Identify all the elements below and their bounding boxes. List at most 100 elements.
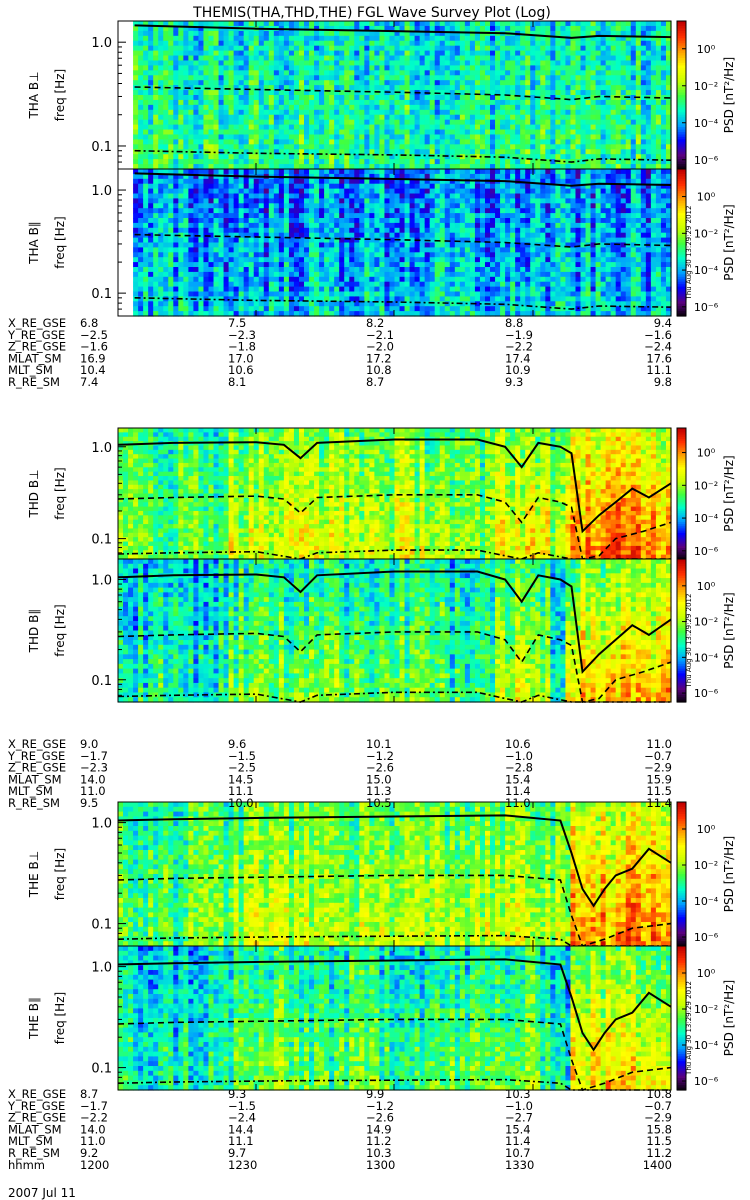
spectrogram-cell	[631, 130, 637, 136]
spectrogram-cell	[440, 70, 446, 76]
spectrogram-cell	[505, 46, 511, 52]
spectrogram-cell	[374, 120, 380, 126]
spectrogram-cell	[224, 110, 230, 116]
spectrogram-cell	[389, 194, 395, 200]
spectrogram-cell	[425, 115, 431, 121]
spectrogram-cell	[168, 194, 174, 200]
spectrogram-cell	[596, 46, 602, 52]
spectrogram-cell	[591, 95, 597, 101]
spectrogram-cell	[304, 110, 310, 116]
spectrogram-cell	[319, 46, 325, 52]
spectrogram-cell	[198, 179, 204, 185]
spectrogram-cell	[410, 267, 416, 273]
spectrogram-cell	[259, 287, 265, 293]
spectrogram-cell	[294, 159, 300, 165]
spectrogram-cell	[294, 198, 300, 204]
spectrogram-cell	[354, 262, 360, 268]
spectrogram-cell	[410, 95, 416, 101]
spectrogram-cell	[163, 65, 169, 71]
spectrogram-cell	[279, 46, 285, 52]
spectrogram-cell	[269, 31, 275, 37]
spectrogram-cell	[510, 149, 516, 155]
spectrogram-cell	[616, 100, 622, 106]
spectrogram-cell	[284, 46, 290, 52]
spectrogram-cell	[234, 31, 240, 37]
spectrogram-cell	[284, 41, 290, 47]
spectrogram-cell	[450, 120, 456, 126]
spectrogram-cell	[188, 31, 194, 37]
spectrogram-cell	[294, 115, 300, 121]
spectrogram-cell	[374, 218, 380, 224]
spectrogram-cell	[405, 233, 411, 239]
spectrogram-cell	[495, 110, 501, 116]
spectrogram-cell	[229, 56, 235, 62]
spectrogram-cell	[581, 105, 587, 111]
spectrogram-cell	[395, 262, 401, 268]
spectrogram-cell	[198, 262, 204, 268]
spectrogram-cell	[309, 247, 315, 253]
spectrogram-cell	[269, 208, 275, 214]
spectrogram-cell	[374, 208, 380, 214]
spectrogram-cell	[294, 110, 300, 116]
spectrogram-cell	[560, 21, 566, 27]
spectrogram-cell	[601, 65, 607, 71]
spectrogram-cell	[214, 139, 220, 145]
spectrogram-cell	[586, 125, 592, 131]
spectrogram-cell	[344, 60, 350, 66]
spectrogram-cell	[606, 139, 612, 145]
spectrogram-cell	[319, 130, 325, 136]
spectrogram-cell	[269, 243, 275, 249]
spectrogram-cell	[314, 228, 320, 234]
spectrogram-cell	[309, 56, 315, 62]
spectrogram-cell	[465, 144, 471, 150]
spectrogram-cell	[259, 75, 265, 81]
spectrogram-cell	[309, 70, 315, 76]
spectrogram-cell	[400, 21, 406, 27]
spectrogram-cell	[249, 277, 255, 283]
spectrogram-cell	[495, 46, 501, 52]
spectrogram-cell	[364, 203, 370, 209]
spectrogram-cell	[269, 120, 275, 126]
spectrogram-cell	[364, 105, 370, 111]
spectrogram-cell	[505, 85, 511, 91]
spectrogram-cell	[264, 115, 270, 121]
spectrogram-cell	[400, 203, 406, 209]
spectrogram-cell	[364, 218, 370, 224]
spectrogram-cell	[259, 60, 265, 66]
spectrogram-cell	[229, 154, 235, 160]
spectrogram-cell	[374, 144, 380, 150]
spectrogram-cell	[289, 110, 295, 116]
spectrogram-cell	[344, 120, 350, 126]
spectrogram-cell	[319, 36, 325, 42]
spectrogram-cell	[163, 213, 169, 219]
spectrogram-cell	[249, 179, 255, 185]
spectrogram-cell	[188, 306, 194, 312]
spectrogram-cell	[535, 46, 541, 52]
spectrogram-cell	[530, 60, 536, 66]
spectrogram-cell	[183, 228, 189, 234]
spectrogram-cell	[198, 56, 204, 62]
spectrogram-cell	[435, 125, 441, 131]
spectrogram-cell	[193, 194, 199, 200]
spectrogram-cell	[530, 144, 536, 150]
spectrogram-cell	[234, 179, 240, 185]
spectrogram-cell	[329, 105, 335, 111]
spectrogram-cell	[505, 130, 511, 136]
spectrogram-cell	[224, 194, 230, 200]
spectrogram-cell	[596, 134, 602, 140]
spectrogram-cell	[148, 100, 154, 106]
spectrogram-cell	[229, 228, 235, 234]
spectrogram-cell	[550, 134, 556, 140]
spectrogram-cell	[410, 51, 416, 57]
spectrogram-cell	[555, 21, 561, 27]
spectrogram-cell	[430, 105, 436, 111]
spectrogram-cell	[249, 70, 255, 76]
spectrogram-cell	[304, 203, 310, 209]
spectrogram-cell	[183, 125, 189, 131]
spectrogram-cell	[384, 144, 390, 150]
spectrogram-cell	[198, 90, 204, 96]
spectrogram-cell	[339, 306, 345, 312]
spectrogram-cell	[198, 238, 204, 244]
spectrogram-cell	[646, 125, 652, 131]
spectrogram-cell	[344, 272, 350, 278]
